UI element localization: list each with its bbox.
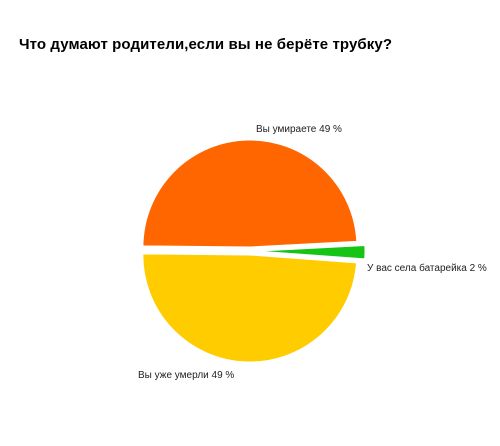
pie-slice-dead	[142, 253, 358, 363]
pie-slices	[142, 139, 366, 363]
pie-labels: Вы умираете 49 % У вас села батарейка 2 %…	[138, 124, 487, 381]
pie-slice-dead-label: Вы уже умерли 49 %	[138, 370, 234, 381]
pie-slice-dying	[142, 139, 358, 248]
pie-slice-battery	[257, 244, 366, 260]
chart-title: Что думают родители,если вы не берёте тр…	[19, 36, 393, 53]
pie-slice-battery-label: У вас села батарейка 2 %	[367, 262, 487, 274]
pie-slice-dying-label: Вы умираете 49 %	[256, 124, 342, 135]
